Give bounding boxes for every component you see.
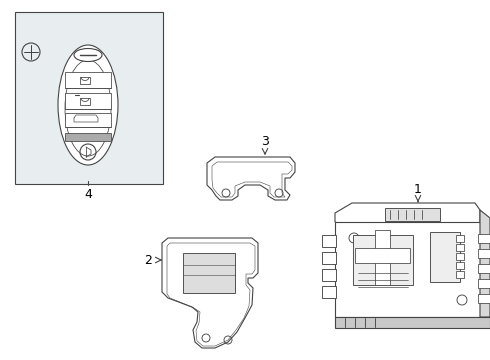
Bar: [353, 235, 413, 285]
Polygon shape: [335, 317, 490, 328]
Bar: [478, 249, 490, 258]
Bar: [478, 264, 490, 273]
Polygon shape: [335, 203, 480, 228]
Bar: [456, 244, 464, 251]
Bar: [456, 253, 464, 260]
Bar: [322, 269, 336, 281]
Bar: [375, 230, 390, 285]
Bar: [478, 234, 490, 243]
Bar: [65, 133, 111, 141]
Bar: [80, 77, 90, 84]
Polygon shape: [162, 238, 258, 348]
Text: 4: 4: [84, 188, 92, 201]
Bar: [80, 98, 90, 105]
Bar: [478, 294, 490, 303]
Bar: [65, 93, 111, 109]
Bar: [478, 279, 490, 288]
Bar: [183, 253, 235, 293]
Bar: [65, 72, 111, 88]
Polygon shape: [480, 210, 490, 317]
Bar: [456, 262, 464, 269]
Bar: [322, 286, 336, 298]
Bar: [430, 232, 460, 282]
Text: 1: 1: [414, 183, 422, 196]
Ellipse shape: [74, 49, 102, 62]
Text: 3: 3: [261, 135, 269, 148]
Ellipse shape: [58, 45, 118, 165]
Bar: [385, 208, 440, 221]
Bar: [65, 113, 111, 127]
Bar: [456, 271, 464, 278]
Text: 2: 2: [144, 253, 152, 266]
Polygon shape: [207, 157, 295, 200]
Ellipse shape: [65, 60, 111, 156]
Bar: [355, 248, 410, 263]
Bar: [335, 222, 480, 317]
Bar: [456, 235, 464, 242]
Bar: [322, 252, 336, 264]
Bar: [15, 12, 163, 184]
Bar: [322, 235, 336, 247]
